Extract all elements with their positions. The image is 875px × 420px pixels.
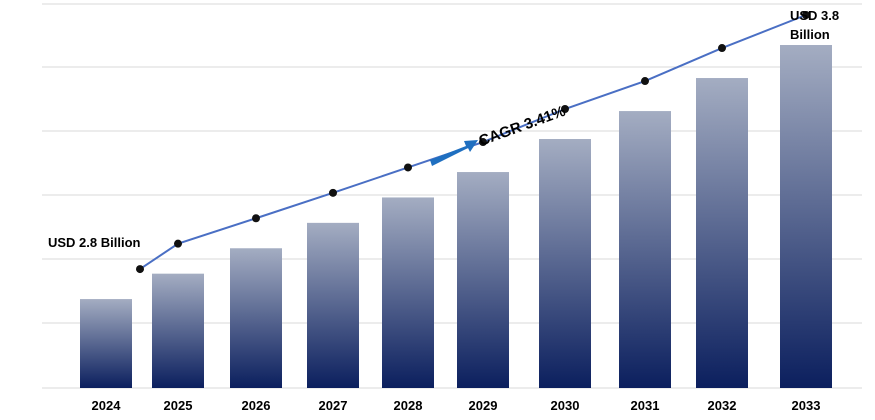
bar-2030 (539, 139, 591, 388)
trend-point-2026 (252, 214, 260, 223)
trend-point-2028 (404, 163, 412, 172)
x-tick-label: 2025 (164, 398, 193, 413)
trend-point-2033 (802, 11, 810, 19)
bar-2032 (696, 78, 748, 388)
trend-point-2029 (479, 138, 487, 147)
bar-2027 (307, 222, 359, 388)
trend-point-2024 (136, 265, 144, 274)
trend-point-2025 (174, 239, 182, 248)
end-value-label-line1: USD 3.8 (790, 8, 839, 23)
bar-2031 (619, 111, 671, 388)
x-tick-label: 2030 (551, 398, 580, 413)
trend-point-2027 (329, 188, 337, 197)
trend-point-2031 (641, 77, 649, 86)
x-tick-label: 2032 (708, 398, 737, 413)
trend-line-group (136, 11, 810, 274)
x-tick-label: 2026 (242, 398, 271, 413)
bar-2029 (457, 172, 509, 388)
x-axis-tick-labels: 2024 2025 2026 2027 2028 2029 2030 2031 2032 2033 (92, 398, 821, 413)
bar-2026 (230, 248, 282, 388)
x-tick-label: 2027 (319, 398, 348, 413)
end-value-label-line2: Billion (790, 27, 830, 42)
x-tick-label: 2029 (469, 398, 498, 413)
trend-point-2032 (718, 44, 726, 53)
cagr-arrow-icon (430, 140, 478, 166)
bar-2025 (152, 273, 204, 388)
bar-2024 (80, 299, 132, 388)
x-tick-label: 2028 (394, 398, 423, 413)
bar-2033 (780, 45, 832, 388)
start-value-label: USD 2.8 Billion (48, 235, 141, 250)
x-tick-label: 2033 (792, 398, 821, 413)
bar-2028 (382, 197, 434, 388)
x-tick-label: 2024 (92, 398, 122, 413)
x-tick-label: 2031 (631, 398, 660, 413)
trend-point-2030 (561, 105, 569, 114)
bar-series (80, 45, 832, 388)
